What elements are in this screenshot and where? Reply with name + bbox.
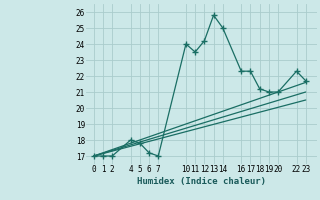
X-axis label: Humidex (Indice chaleur): Humidex (Indice chaleur) xyxy=(137,177,266,186)
